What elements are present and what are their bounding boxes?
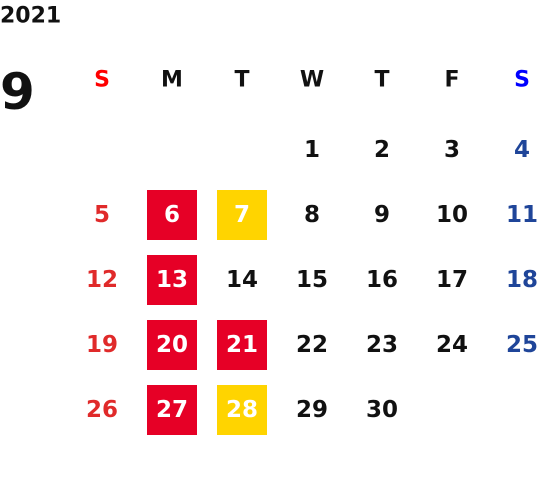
day-number: 18: [506, 267, 538, 293]
day-highlight: [147, 385, 197, 435]
day-number: 27: [156, 397, 188, 423]
day-number: 2: [374, 137, 390, 163]
weekday-label: T: [234, 68, 249, 93]
day-number: 15: [296, 267, 328, 293]
weekday-label: F: [444, 68, 459, 93]
day-number: 29: [296, 397, 328, 423]
day-number: 8: [304, 202, 320, 228]
year: 2021: [0, 4, 61, 29]
day-number: 1: [304, 137, 320, 163]
day-number: 22: [296, 332, 328, 358]
month: 9: [0, 63, 35, 121]
day-number: 4: [514, 137, 530, 163]
day-number: 20: [156, 332, 188, 358]
day-number: 25: [506, 332, 538, 358]
day-number: 23: [366, 332, 398, 358]
day-number: 10: [436, 202, 468, 228]
day-number: 17: [436, 267, 468, 293]
day-number: 19: [86, 332, 118, 358]
day-number: 21: [226, 332, 258, 358]
day-number: 3: [444, 137, 460, 163]
weekday-label: W: [300, 68, 324, 93]
day-number: 7: [234, 202, 250, 228]
weekday-label: S: [514, 68, 530, 93]
day-highlight: [147, 255, 197, 305]
day-number: 16: [366, 267, 398, 293]
day-number: 13: [156, 267, 188, 293]
day-highlight: [147, 190, 197, 240]
day-highlight: [147, 320, 197, 370]
day-number: 12: [86, 267, 118, 293]
day-number: 28: [226, 397, 258, 423]
day-highlight: [217, 320, 267, 370]
day-number: 26: [86, 397, 118, 423]
weekday-label: T: [374, 68, 389, 93]
day-number: 11: [506, 202, 538, 228]
day-number: 30: [366, 397, 398, 423]
day-highlight: [217, 385, 267, 435]
day-number: 24: [436, 332, 468, 358]
day-highlight: [217, 190, 267, 240]
day-number: 6: [164, 202, 180, 228]
weekday-label: S: [94, 68, 110, 93]
day-number: 9: [374, 202, 390, 228]
weekday-label: M: [161, 68, 183, 93]
day-number: 14: [226, 267, 258, 293]
day-number: 5: [94, 202, 110, 228]
